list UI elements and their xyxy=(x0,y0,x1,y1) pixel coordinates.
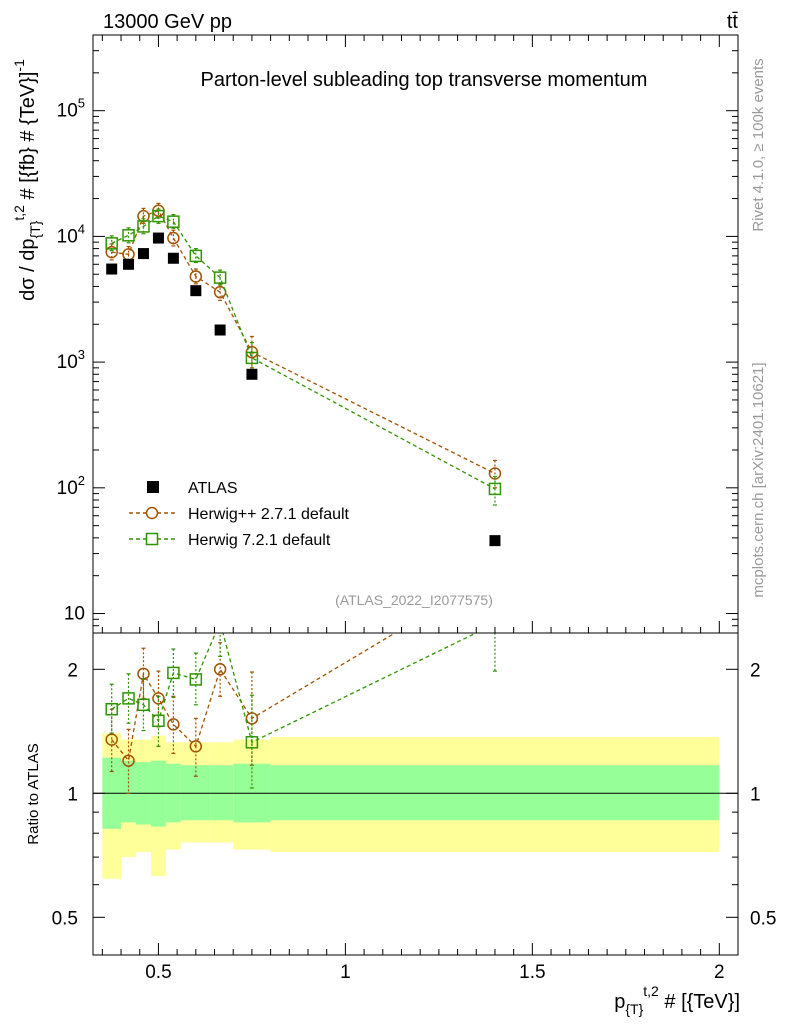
x-axis-label-rest: # [{TeV}] xyxy=(659,991,740,1013)
herwig7-point xyxy=(167,215,180,228)
herwig7-point xyxy=(122,229,135,242)
herwigpp-point xyxy=(488,467,502,480)
ratio-herwigpp-point xyxy=(167,718,180,731)
ratio-herwig7-point xyxy=(167,666,180,680)
stat-uncertainty-band xyxy=(210,765,234,821)
herwigpp-point xyxy=(167,231,180,245)
ratio-herwig7-point xyxy=(152,714,165,728)
herwig7-point xyxy=(488,482,502,496)
y-tick-label: 102 xyxy=(57,473,85,499)
x-axis-label-base: p xyxy=(614,991,625,1013)
atlas-point xyxy=(137,248,149,260)
ratio-y-tick-label-right: 0.5 xyxy=(750,908,776,929)
herwig7-point xyxy=(189,249,203,263)
axis-ticks xyxy=(93,34,738,955)
analysis-id: (ATLAS_2022_I2077575) xyxy=(335,592,493,608)
x-tick-label: 2 xyxy=(714,962,725,983)
y-axis-label-base: dσ / dp xyxy=(17,239,39,301)
plot-title: Parton-level subleading top transverse m… xyxy=(201,69,648,91)
ratio-herwigpp-point xyxy=(189,740,203,753)
ratio-herwigpp-point xyxy=(489,568,500,579)
y-tick-label: 103 xyxy=(57,347,85,373)
ratio-panel-frame xyxy=(92,632,739,956)
y-tick-label: 105 xyxy=(57,96,85,122)
process-label: tt̄ xyxy=(727,11,739,33)
atlas-point xyxy=(489,535,501,547)
legend-herwig7-marker xyxy=(145,532,159,546)
ratio-y-tick-label: 1 xyxy=(67,784,78,805)
ratio-herwig7-point xyxy=(189,673,203,686)
ratio-herwig7-point xyxy=(105,702,118,716)
herwig7-point xyxy=(137,220,150,233)
x-axis-label: p{T}t,2 # [{TeV}] xyxy=(614,983,740,1017)
atlas-point xyxy=(214,324,226,336)
ratio-axis-label: Ratio to ATLAS xyxy=(25,743,42,844)
y-axis-label-mid: # [{fb} # {TeV}] xyxy=(17,72,39,205)
x-tick-label: 1.5 xyxy=(519,962,545,983)
y-tick-label: 10 xyxy=(64,604,85,625)
ratio-herwig7-point xyxy=(122,692,135,705)
y-axis-label-sup: t,2 xyxy=(11,205,27,221)
stat-uncertainty-band xyxy=(121,760,136,823)
stat-uncertainty-band xyxy=(180,765,211,821)
herwig7-point xyxy=(152,209,165,223)
tick-labels: 10 102 103 104 105 0.5 0.5 1 1 2 2 0.5 1 1.5 2 xyxy=(52,96,777,983)
y-axis-label-sup2: -1 xyxy=(11,59,27,72)
ratio-herwig7-point xyxy=(137,698,150,712)
legend-atlas-marker xyxy=(147,481,159,493)
y-tick-label: 104 xyxy=(57,221,85,247)
rivet-version-label: Rivet 4.1.0, ≥ 100k events xyxy=(750,58,767,231)
y-axis-label-sub: {T} xyxy=(27,220,43,238)
x-tick-label: 1 xyxy=(340,962,351,983)
stat-uncertainty-band xyxy=(270,765,720,821)
ratio-y-tick-label-right: 2 xyxy=(750,660,761,681)
atlas-point xyxy=(106,263,118,275)
atlas-point xyxy=(123,258,135,270)
ratio-herwigpp-point xyxy=(122,754,135,767)
uncertainty-bands xyxy=(102,733,720,879)
herwigpp-point xyxy=(105,245,118,259)
legend-herwig7-label: Herwig 7.2.1 default xyxy=(188,532,331,549)
mcplots-label: mcplots.cern.ch [arXiv:2401.10621] xyxy=(750,362,767,597)
legend: ATLAS Herwig++ 2.7.1 default Herwig 7.2.… xyxy=(129,480,350,549)
ratio-y-tick-label: 2 xyxy=(67,660,78,681)
herwigpp-point xyxy=(189,270,203,283)
y-axis-label: dσ / dp{T}t,2 # [{fb} # {TeV}]-1 xyxy=(11,59,43,301)
x-axis-label-sub: {T} xyxy=(625,1001,643,1017)
ratio-panel-data xyxy=(93,568,738,794)
atlas-point xyxy=(167,252,179,264)
ratio-herwig7-point xyxy=(215,617,226,628)
atlas-point xyxy=(246,368,258,380)
ratio-herwigpp-point xyxy=(213,663,227,676)
legend-herwigpp-label: Herwig++ 2.7.1 default xyxy=(188,506,350,523)
collision-label: 13000 GeV pp xyxy=(103,11,232,33)
legend-atlas-label: ATLAS xyxy=(188,480,238,497)
main-panel-data xyxy=(105,202,502,547)
x-tick-label: 0.5 xyxy=(145,962,171,983)
x-axis-label-sup: t,2 xyxy=(643,983,659,999)
ratio-herwigpp-point xyxy=(152,692,165,705)
ratio-y-tick-label-right: 1 xyxy=(750,784,761,805)
atlas-point xyxy=(152,232,164,244)
herwigpp-line xyxy=(111,209,496,475)
ratio-herwigpp-point xyxy=(105,733,118,746)
ratio-herwig7-line xyxy=(111,633,478,744)
legend-herwigpp-marker xyxy=(145,506,159,520)
herwig7-point xyxy=(105,237,118,250)
ratio-y-tick-label: 0.5 xyxy=(52,908,78,929)
herwigpp-point xyxy=(213,285,227,299)
herwig7-point xyxy=(245,351,259,365)
ratio-herwig7-point xyxy=(245,736,259,749)
herwig7-point xyxy=(213,271,227,284)
atlas-point xyxy=(190,285,202,297)
